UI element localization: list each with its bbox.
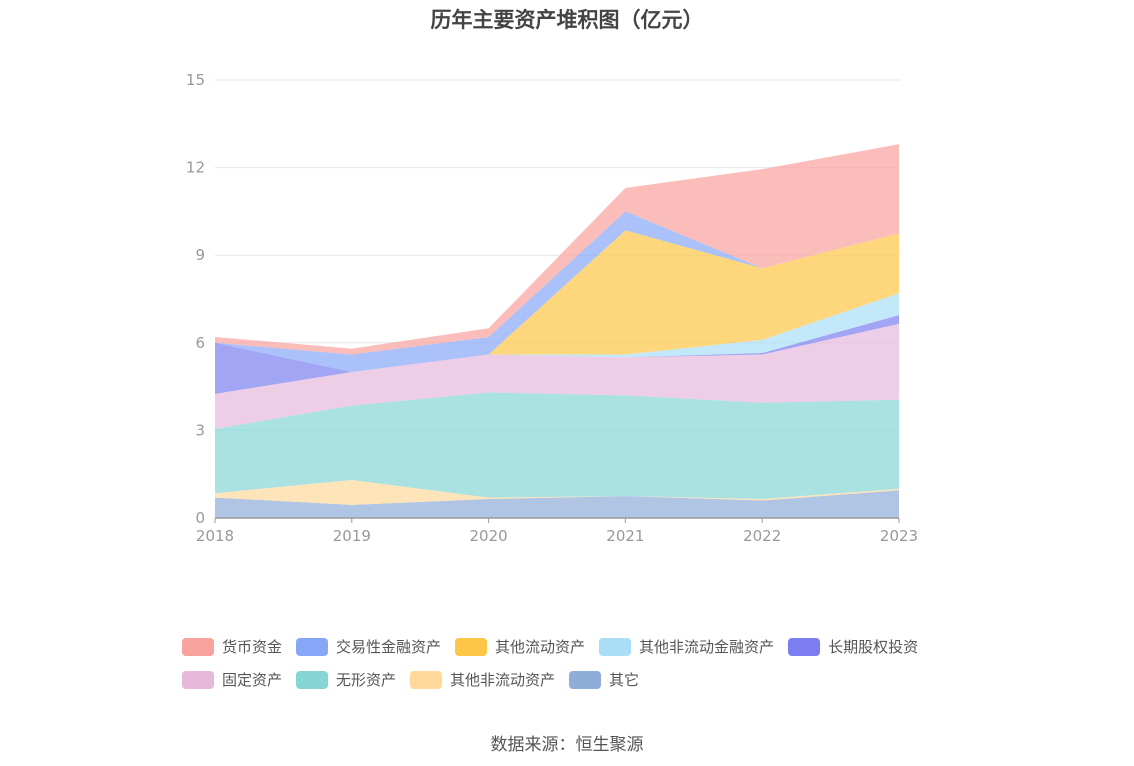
legend-item[interactable]: 其它 (569, 669, 639, 690)
legend-label: 固定资产 (222, 671, 283, 689)
legend-swatch (410, 670, 443, 689)
data-source: 数据来源：恒生聚源 (490, 735, 644, 755)
area-series (215, 490, 899, 518)
legend-swatch (296, 670, 329, 689)
legend-item[interactable]: 无形资产 (296, 669, 396, 690)
x-tick-label: 2021 (606, 527, 644, 545)
legend-label: 货币资金 (222, 638, 283, 656)
area-series (215, 211, 899, 372)
legend-row-1: 货币资金 交易性金融资产 其他流动资产 其他非流动金融资产 长期股权投资 (182, 630, 982, 663)
legend-row-2: 固定资产 无形资产 其他非流动资产 其它 (182, 663, 982, 696)
legend-swatch (599, 637, 632, 656)
legend-item[interactable]: 货币资金 (182, 636, 282, 657)
legend-swatch (569, 670, 602, 689)
legend-swatch (788, 637, 821, 656)
chart-title: 历年主要资产堆积图（亿元） (430, 8, 704, 32)
legend-label: 长期股权投资 (828, 638, 919, 656)
area-series (215, 323, 899, 429)
area-series (215, 480, 899, 505)
y-tick-label: 9 (195, 246, 205, 264)
y-tick-label: 15 (186, 71, 205, 89)
legend-item[interactable]: 其他流动资产 (455, 636, 585, 657)
legend-item[interactable]: 其他非流动资产 (410, 669, 555, 690)
y-tick-label: 3 (195, 421, 205, 439)
x-tick-label: 2019 (333, 527, 371, 545)
legend: 货币资金 交易性金融资产 其他流动资产 其他非流动金融资产 长期股权投资 固定资… (182, 630, 982, 696)
legend-label: 其他非流动金融资产 (639, 638, 775, 656)
legend-label: 其它 (609, 671, 640, 689)
x-tick-label: 2022 (743, 527, 781, 545)
area-series (215, 315, 899, 394)
legend-label: 其他非流动资产 (450, 671, 556, 689)
legend-item[interactable]: 固定资产 (182, 669, 282, 690)
legend-swatch (455, 637, 488, 656)
y-tick-label: 0 (195, 509, 205, 527)
legend-swatch (182, 670, 214, 689)
x-tick-label: 2020 (470, 527, 508, 545)
legend-item[interactable]: 交易性金融资产 (296, 636, 441, 657)
y-tick-label: 12 (186, 159, 205, 177)
area-series (215, 144, 899, 355)
legend-item[interactable]: 其他非流动金融资产 (599, 636, 774, 657)
legend-swatch (296, 637, 329, 656)
y-tick-label: 6 (195, 334, 205, 352)
legend-label: 交易性金融资产 (336, 638, 442, 656)
area-series (215, 293, 899, 372)
x-tick-label: 2018 (196, 527, 234, 545)
area-series (215, 230, 899, 372)
legend-label: 无形资产 (336, 671, 397, 689)
stacked-area-chart: 0 3 6 9 12 15 2018 2019 2020 2021 2022 2023 (186, 71, 918, 545)
area-series (215, 392, 899, 499)
legend-label: 其他流动资产 (495, 638, 586, 656)
legend-swatch (182, 637, 214, 656)
legend-item[interactable]: 长期股权投资 (788, 636, 918, 657)
x-tick-label: 2023 (880, 527, 918, 545)
